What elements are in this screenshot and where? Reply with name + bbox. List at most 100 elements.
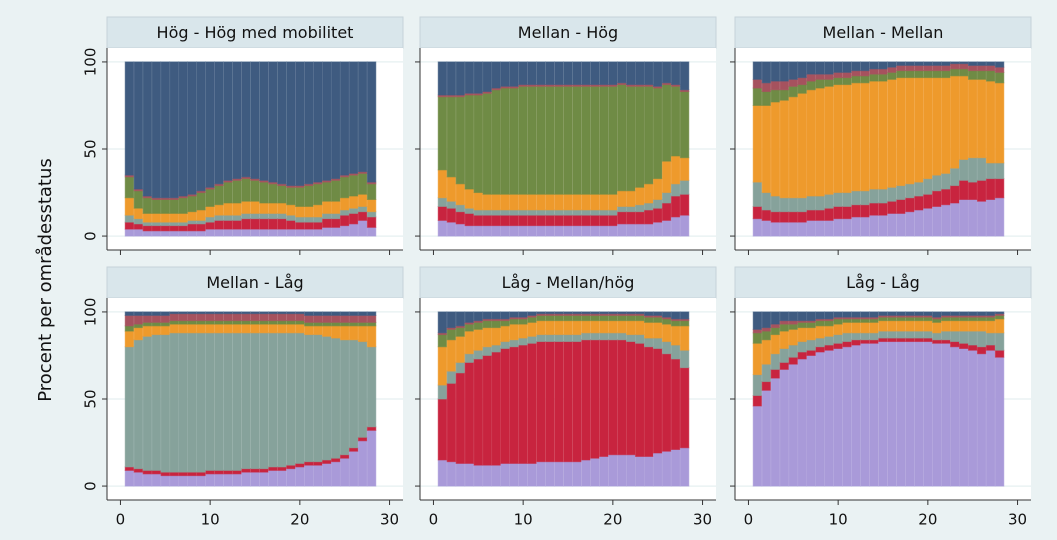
bar-segment <box>590 314 600 322</box>
bar-segment <box>482 320 492 329</box>
bar-segment <box>259 313 269 322</box>
bar-segment <box>608 332 618 341</box>
bar-segment <box>124 346 135 468</box>
bar-segment <box>932 311 942 318</box>
bar-segment <box>259 311 269 315</box>
bar-segment <box>437 96 448 171</box>
bar-segment <box>277 202 287 214</box>
bar-segment <box>779 361 790 370</box>
bar-segment <box>851 190 861 206</box>
bar-segment <box>554 311 564 315</box>
bar-segment <box>842 71 852 79</box>
bar-segment <box>277 323 287 334</box>
bar-segment <box>887 200 897 214</box>
bar-segment <box>887 316 897 322</box>
bar-segment <box>455 462 466 487</box>
bar-segment <box>223 61 233 181</box>
bar-segment <box>985 61 996 66</box>
bar-segment <box>878 341 888 487</box>
bar-segment <box>509 87 519 195</box>
bar-segment <box>851 321 861 334</box>
bar-segment <box>905 197 915 213</box>
bar-segment <box>985 316 996 322</box>
bar-segment <box>806 219 816 237</box>
bar-segment <box>932 64 942 72</box>
bar-segment <box>679 179 690 195</box>
bar-segment <box>259 323 269 334</box>
bar-segment <box>590 339 600 459</box>
bar-segment <box>824 325 834 337</box>
bar-segment <box>223 202 233 216</box>
bar-segment <box>446 339 457 372</box>
bar-segment <box>994 178 1005 199</box>
bar-segment <box>124 311 135 316</box>
bar-segment <box>277 61 287 185</box>
bar-segment <box>985 199 996 237</box>
bar-segment <box>259 212 269 220</box>
bar-segment <box>860 311 870 318</box>
bar-segment <box>250 228 260 237</box>
bar-segment <box>151 334 162 471</box>
bar-segment <box>331 314 341 323</box>
bar-segment <box>770 61 781 82</box>
bar-segment <box>967 78 978 159</box>
y-tick-label: 50 <box>82 139 100 158</box>
bar-segment <box>500 209 510 216</box>
bar-segment <box>842 61 852 73</box>
bar-segment <box>932 190 942 207</box>
bar-segment <box>178 61 188 197</box>
bar-segment <box>679 61 690 91</box>
bar-segment <box>806 321 816 329</box>
bar-segment <box>626 223 636 237</box>
bar-segment <box>608 214 618 227</box>
bar-segment <box>878 320 888 332</box>
bar-segment <box>896 320 906 332</box>
bar-segment <box>473 225 484 237</box>
bar-segment <box>196 323 206 334</box>
bar-segment <box>491 193 501 211</box>
bar-segment <box>241 332 251 470</box>
bar-segment <box>536 61 546 86</box>
bar-segment <box>133 218 144 225</box>
bar-segment <box>187 320 197 325</box>
bar-segment <box>661 192 672 204</box>
bar-segment <box>923 70 933 79</box>
bar-segment <box>806 195 816 211</box>
bar-segment <box>304 228 314 237</box>
bar-segment <box>959 75 969 160</box>
bar-segment <box>169 313 179 322</box>
bar-segment <box>679 349 690 369</box>
bar-segment <box>932 321 942 334</box>
bar-segment <box>241 218 251 230</box>
bar-segment <box>896 61 906 66</box>
bar-segment <box>599 332 609 341</box>
bar-segment <box>133 190 144 209</box>
bar-segment <box>160 61 171 199</box>
bar-segment <box>563 209 573 216</box>
bar-segment <box>268 183 278 204</box>
bar-segment <box>815 61 825 75</box>
title-strip <box>106 16 404 49</box>
bar-segment <box>339 197 350 211</box>
panel-title: Mellan - Hög <box>518 23 618 42</box>
bar-segment <box>994 311 1005 315</box>
bar-segment <box>304 185 314 207</box>
bar-segment <box>679 91 690 159</box>
bar-segment <box>536 320 546 336</box>
bar-segment <box>635 342 645 457</box>
bar-segment <box>142 61 153 197</box>
bar-segment <box>500 348 510 464</box>
bar-segment <box>366 325 377 348</box>
bar-segment <box>124 314 135 327</box>
bar-segment <box>339 457 350 487</box>
bar-segment <box>572 314 582 322</box>
bar-segment <box>905 77 915 185</box>
bar-segment <box>527 85 537 195</box>
bar-segment <box>322 226 332 237</box>
bar-segment <box>887 212 897 237</box>
bar-segment <box>976 157 987 181</box>
bar-segment <box>950 75 960 169</box>
bar-segment <box>509 339 519 348</box>
bar-segment <box>815 346 825 353</box>
bar-segment <box>842 218 852 237</box>
